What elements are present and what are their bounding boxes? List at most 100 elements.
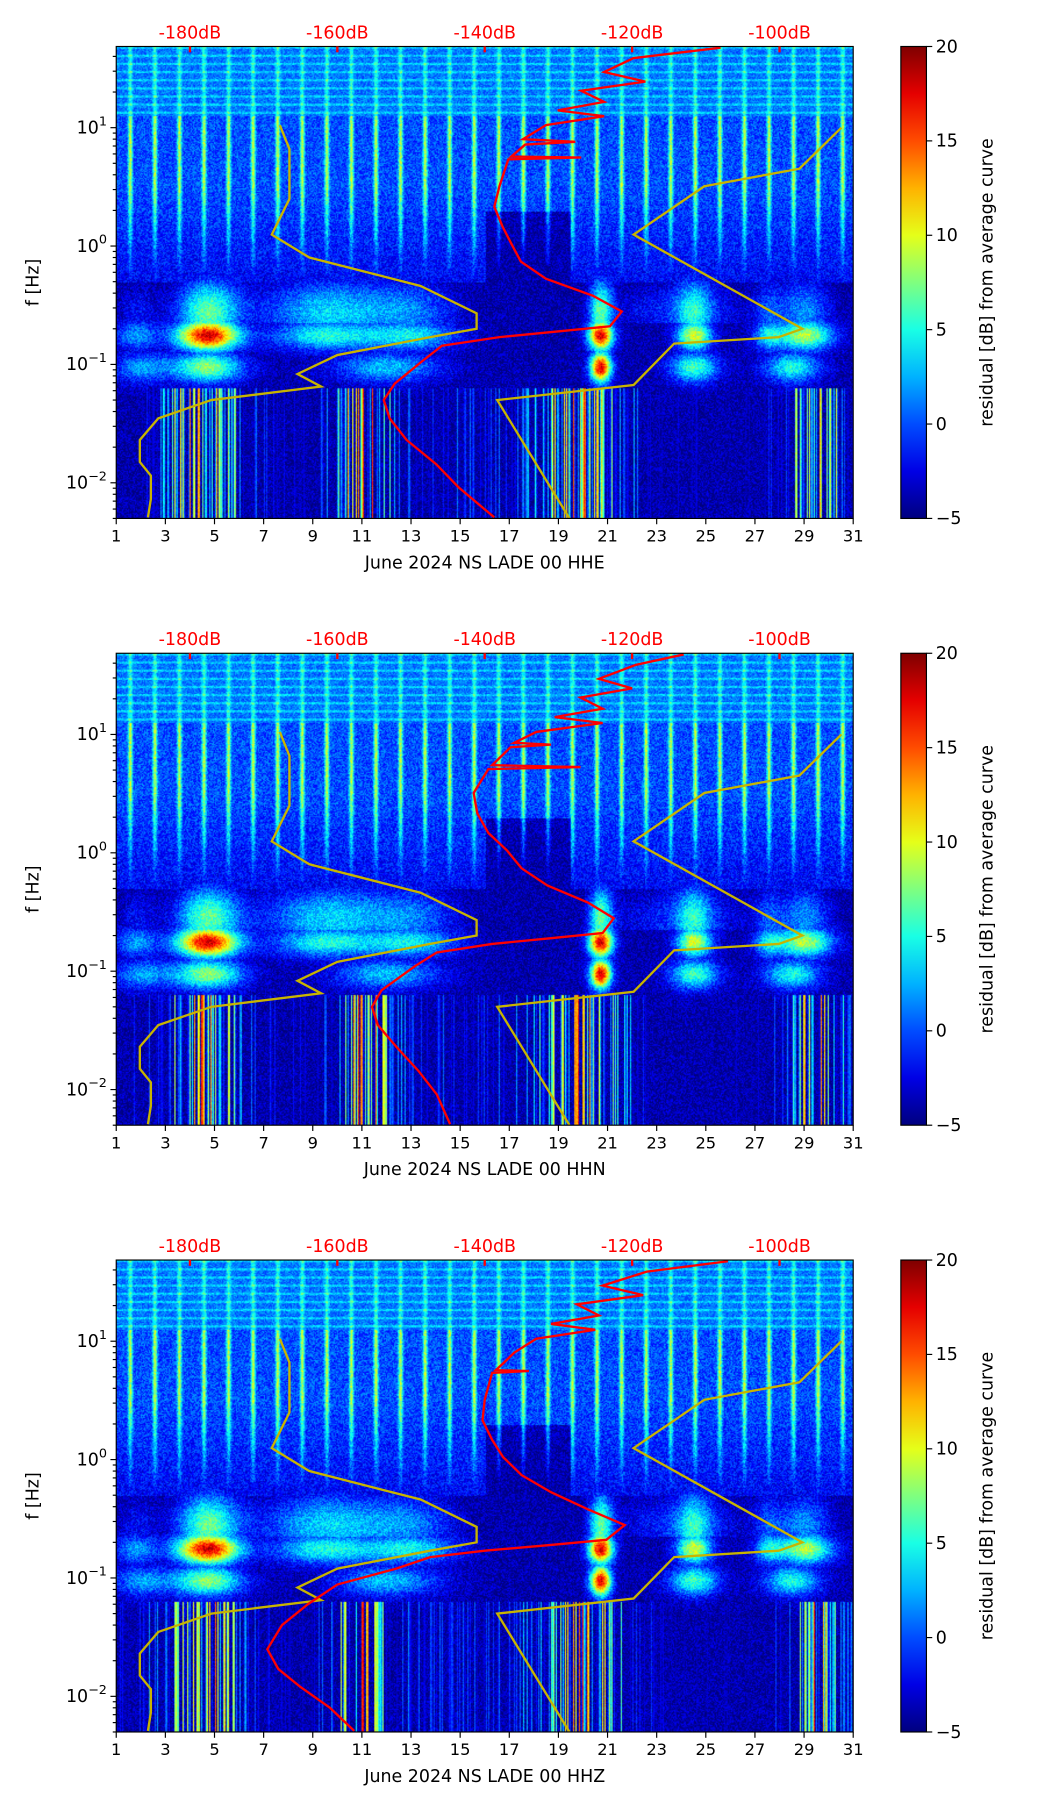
y-tick-label: 10−1 [66,1565,107,1589]
top-tick-label: -120dB [601,630,664,650]
median-psd-curve [382,46,721,519]
x-tick-label: 9 [308,527,318,546]
colorbar-tick-label: 15 [936,1345,958,1365]
nlnm-curve [138,1338,478,1732]
colorbar-tick-label: 20 [936,1251,958,1271]
colorbar-tick-label: 10 [936,226,958,246]
top-tick-label: -100dB [748,1237,811,1257]
y-tick-label: 100 [77,1446,107,1470]
median-psd-curve [265,1260,729,1732]
y-tick-label: 101 [77,721,107,745]
x-tick-label: 5 [209,1740,219,1759]
colorbar-tick-label: −5 [936,509,962,529]
y-tick-label: 101 [77,114,107,138]
x-tick-label: 21 [597,527,618,546]
colorbar [900,45,928,520]
x-tick-label: 25 [695,527,716,546]
x-tick-label: 25 [695,1740,716,1759]
colorbar-tick-label: 5 [936,320,947,340]
top-tick-label: -160dB [306,630,369,650]
top-tick-label: -120dB [601,23,664,43]
x-tick-label: 27 [745,527,766,546]
y-tick-label: 100 [77,233,107,257]
x-tick-label: 9 [308,1740,318,1759]
nhnm-curve [495,1340,843,1732]
colorbar-label: residual [dB] from average curve [978,138,998,426]
nlnm-curve [138,731,478,1125]
x-tick-label: 27 [745,1740,766,1759]
x-tick-label: 3 [160,527,170,546]
spectrogram-panel-3: 1 3 5 7 9 11 13 15 17 19 21 23 25 27 29 31 June 2024 NS … [0,1214,1052,1820]
top-tick-label: -180dB [159,630,222,650]
axes-frame [115,652,854,1126]
median-psd-curve [370,653,684,1125]
nhnm-curve [495,126,843,519]
colorbar-tick-label: 10 [936,1440,958,1460]
x-tick-label: 3 [160,1133,170,1152]
x-tick-label: 21 [597,1740,618,1759]
top-tick-label: -160dB [306,23,369,43]
y-axis-label: f [Hz] [23,259,43,307]
x-tick-label: 15 [450,1740,471,1759]
colorbar-label: residual [dB] from average curve [978,745,998,1033]
spectrogram-heatmap [116,653,854,1126]
colorbar-tick-label: 15 [936,132,958,152]
nlnm-curve [138,124,478,518]
x-tick-label: 29 [794,527,815,546]
x-tick-label: 7 [258,527,268,546]
top-tick-label: -120dB [601,1237,664,1257]
top-tick-label: -160dB [306,1237,369,1257]
top-tick-label: -180dB [159,23,222,43]
x-tick-label: 31 [843,1133,864,1152]
spectrogram-heatmap [116,46,854,519]
y-axis-label: f [Hz] [23,865,43,913]
x-axis-label: June 2024 NS LADE 00 HHE [364,553,605,573]
x-tick-label: 23 [646,1740,667,1759]
colorbar-tick-label: 5 [936,1534,947,1554]
x-axis-label: June 2024 NS LADE 00 HHN [363,1160,606,1180]
top-tick-label: -140dB [453,630,516,650]
x-tick-label: 23 [646,527,667,546]
y-tick-label: 10−2 [66,1076,107,1100]
y-tick-label: 10−1 [66,958,107,982]
x-tick-label: 21 [597,1133,618,1152]
x-tick-label: 17 [499,527,520,546]
x-tick-label: 15 [450,527,471,546]
x-tick-label: 29 [794,1133,815,1152]
colorbar-tick-label: −5 [936,1116,962,1136]
x-tick-label: 3 [160,1740,170,1759]
x-tick-label: 19 [548,1740,569,1759]
spectrogram-panel-1: 1 3 5 7 9 11 13 15 17 19 21 23 25 27 29 31 June 2024 NS … [0,0,1052,607]
y-tick-label: 10−1 [66,351,107,375]
nhnm-curve [495,733,843,1126]
x-tick-label: 1 [111,1133,121,1152]
top-tick-label: -100dB [748,23,811,43]
colorbar-tick-label: 20 [936,37,958,57]
x-tick-label: 17 [499,1133,520,1152]
x-tick-label: 19 [548,527,569,546]
x-tick-label: 11 [352,1133,373,1152]
x-tick-label: 9 [308,1133,318,1152]
colorbar-tick-label: 10 [936,833,958,853]
spectrogram-panel-2: 1 3 5 7 9 11 13 15 17 19 21 23 25 27 29 31 June 2024 NS … [0,607,1052,1214]
x-tick-label: 11 [352,527,373,546]
x-tick-label: 19 [548,1133,569,1152]
x-tick-label: 1 [111,527,121,546]
top-tick-label: -180dB [159,1237,222,1257]
top-tick-label: -100dB [748,630,811,650]
x-tick-label: 29 [794,1740,815,1759]
top-tick-label: -140dB [453,1237,516,1257]
colorbar [900,652,928,1126]
y-axis-label: f [Hz] [23,1472,43,1520]
x-tick-label: 5 [209,527,219,546]
x-tick-label: 7 [258,1740,268,1759]
y-tick-label: 10−2 [66,469,107,493]
x-tick-label: 27 [745,1133,766,1152]
x-axis-label: June 2024 NS LADE 00 HHZ [363,1767,605,1787]
x-tick-label: 31 [843,527,864,546]
y-tick-label: 101 [77,1328,107,1352]
